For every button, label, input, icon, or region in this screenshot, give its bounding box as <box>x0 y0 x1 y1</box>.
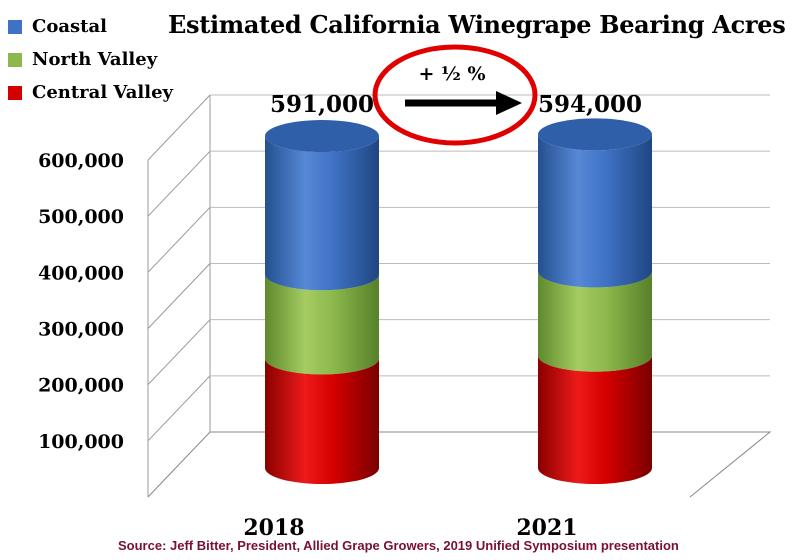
legend: Coastal North Valley Central Valley <box>8 10 173 109</box>
legend-swatch-coastal <box>8 19 22 34</box>
bar-segment-top <box>538 118 652 151</box>
y-tick-label: 200,000 <box>38 375 124 397</box>
y-axis-ticks: 100,000 200,000 300,000 400,000 500,000 600,0… <box>38 150 124 453</box>
legend-swatch-north-valley <box>8 52 22 67</box>
bar-segment <box>265 136 379 291</box>
bar-segment-top <box>265 120 379 153</box>
change-label: + ½ % <box>418 63 485 85</box>
x-tick-label: 2018 <box>243 515 304 541</box>
arrow-head <box>496 91 522 115</box>
total-label: 594,000 <box>538 91 642 118</box>
y-tick-label: 500,000 <box>38 206 124 228</box>
gridlines <box>147 94 772 498</box>
gridline-side <box>147 94 211 161</box>
bar-stack-2018 <box>265 120 379 484</box>
legend-label-central-valley: Central Valley <box>32 82 173 103</box>
bars <box>265 118 652 484</box>
y-tick-label: 100,000 <box>38 431 124 453</box>
bar-segment <box>265 274 379 375</box>
bar-segment <box>538 134 652 288</box>
legend-label-north-valley: North Valley <box>32 49 158 70</box>
total-labels: 591,000 594,000 <box>270 91 642 118</box>
floor-outline <box>147 431 772 498</box>
gridline-side <box>147 263 211 329</box>
gridline-side <box>147 206 211 273</box>
bar-segment <box>538 271 652 372</box>
legend-item-north-valley: North Valley <box>8 43 173 76</box>
x-tick-label: 2021 <box>516 515 577 541</box>
change-annotation: + ½ % <box>372 44 538 146</box>
gridline-side <box>147 319 211 386</box>
bar-segment <box>538 355 652 484</box>
y-tick-label: 600,000 <box>38 150 124 172</box>
legend-item-coastal: Coastal <box>8 10 173 43</box>
y-tick-label: 400,000 <box>38 262 124 284</box>
bar-segment <box>265 358 379 484</box>
chart-title: Estimated California Winegrape Bearing A… <box>168 10 786 39</box>
legend-swatch-central-valley <box>8 85 22 100</box>
y-tick-label: 300,000 <box>38 319 124 341</box>
highlight-circle <box>372 44 538 146</box>
legend-label-coastal: Coastal <box>32 16 107 37</box>
gridline-side <box>147 150 211 217</box>
gridline-side <box>147 375 211 442</box>
bar-stack-2021 <box>538 118 652 484</box>
source-note: Source: Jeff Bitter, President, Allied G… <box>118 538 679 553</box>
total-label: 591,000 <box>270 91 374 118</box>
x-axis-labels: 2018 2021 <box>243 515 577 541</box>
legend-item-central-valley: Central Valley <box>8 76 173 109</box>
